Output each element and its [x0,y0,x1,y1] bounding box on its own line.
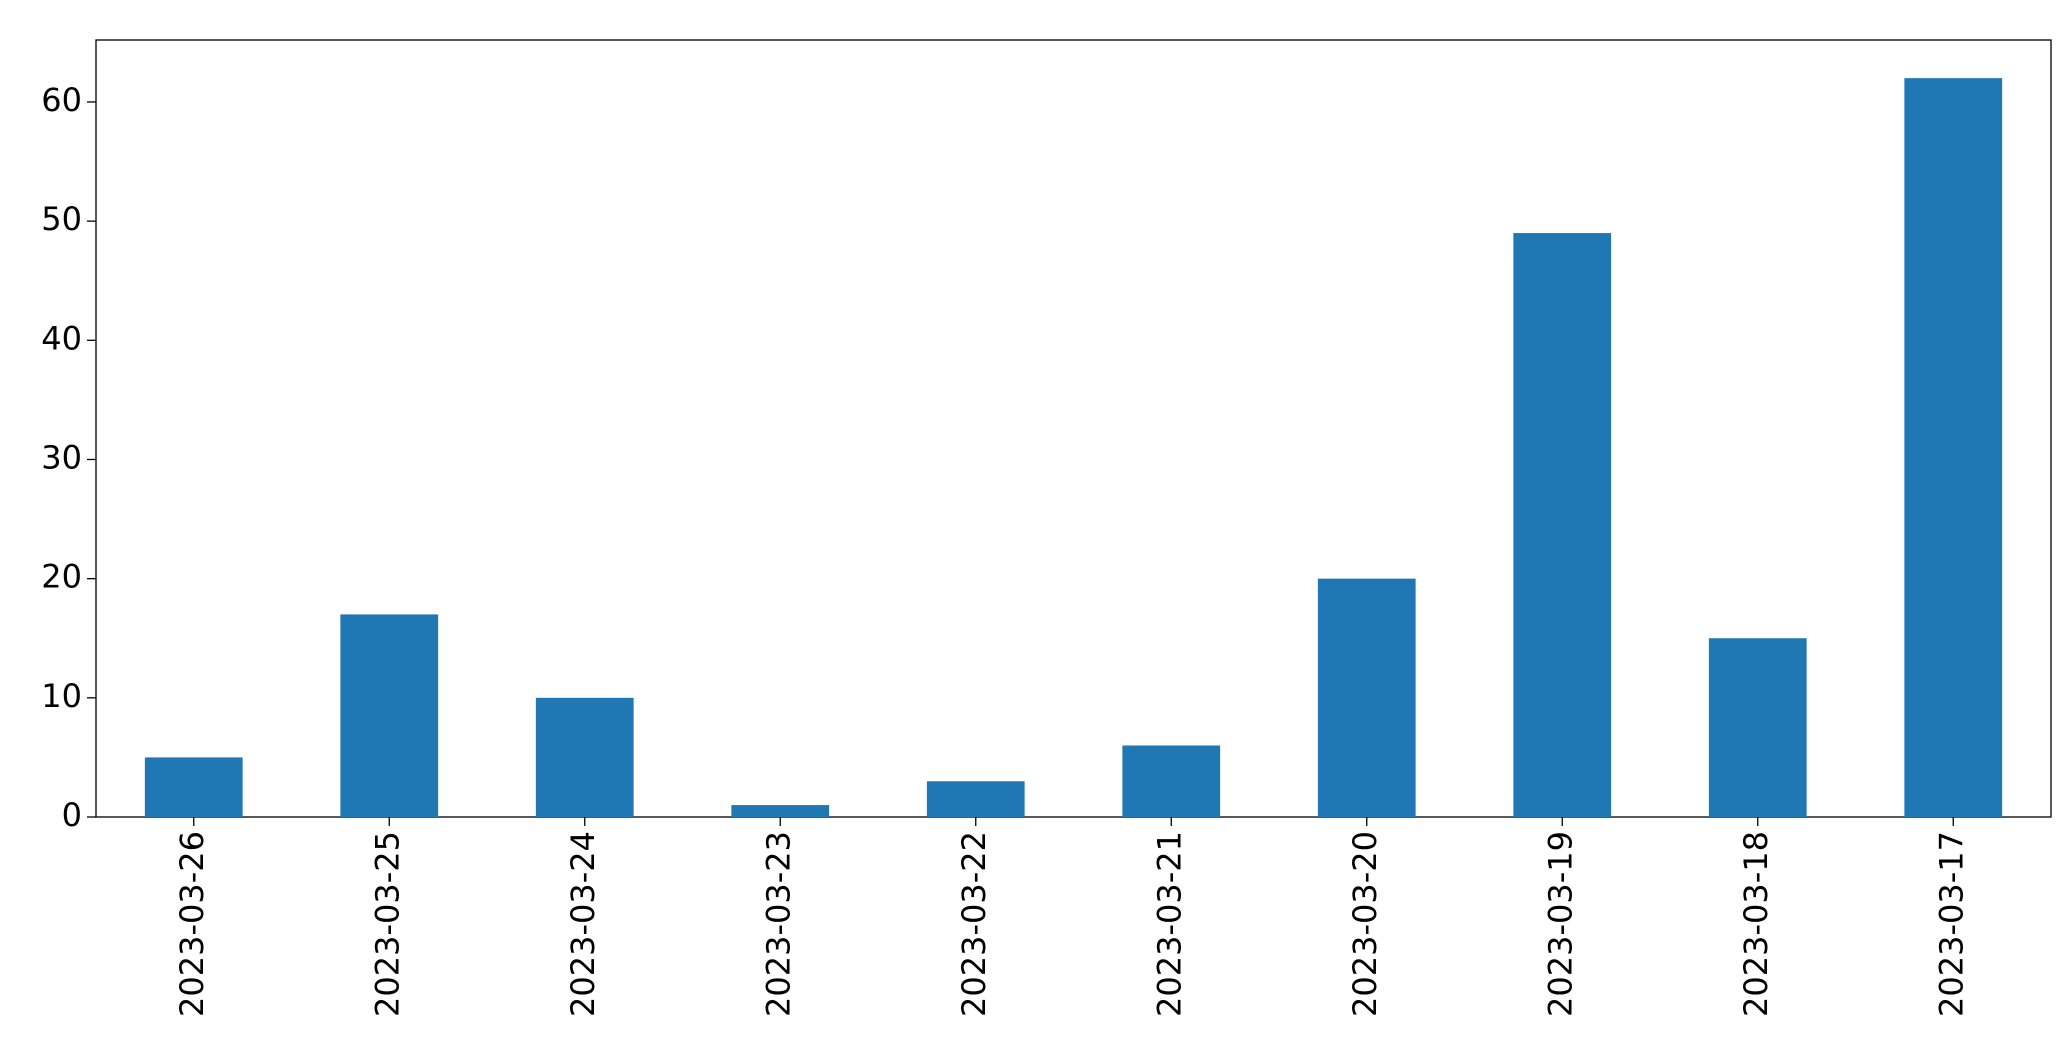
x-tick-label: 2023-03-20 [1346,831,1384,1017]
plot-frame [95,39,2052,818]
y-tick-label: 0 [62,796,82,834]
x-tick-label: 2023-03-25 [368,831,406,1017]
x-tick-label: 2023-03-23 [759,831,797,1017]
x-tick-label: 2023-03-19 [1541,831,1579,1017]
x-tick-label: 2023-03-21 [1150,831,1188,1017]
y-tick-label: 20 [41,558,82,596]
y-tick-label: 40 [41,319,82,357]
x-tick-label: 2023-03-18 [1737,831,1775,1017]
x-tick-label: 2023-03-26 [173,831,211,1017]
y-tick-label: 30 [41,438,82,476]
bar [340,614,439,817]
bar [535,697,634,817]
bar [1904,78,2003,818]
x-tick-label: 2023-03-17 [1932,831,1970,1017]
x-tick-label: 2023-03-24 [564,831,602,1017]
bar [1513,233,1612,817]
y-tick-label: 50 [41,200,82,238]
bar [1122,745,1221,817]
bar [144,757,243,817]
y-tick-label: 60 [41,81,82,119]
bar [731,805,830,817]
bar [1708,638,1807,817]
x-tick-label: 2023-03-22 [955,831,993,1017]
bar [926,781,1025,817]
bar [1317,578,1416,817]
y-tick-label: 10 [41,677,82,715]
